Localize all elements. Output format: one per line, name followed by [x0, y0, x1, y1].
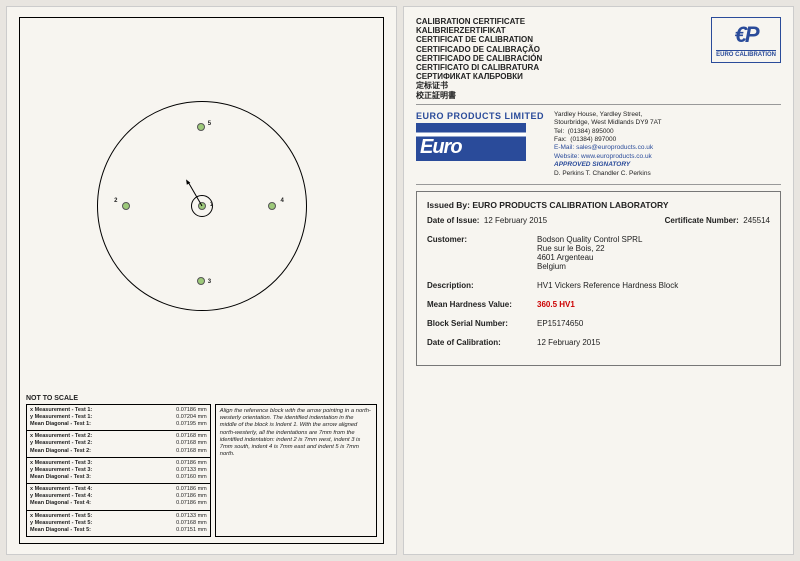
measurement-line: x Measurement - Test 3:0.07186 mm	[30, 460, 207, 467]
measurement-group: x Measurement - Test 5:0.07133 mmy Measu…	[27, 511, 210, 536]
measurement-line: y Measurement - Test 2:0.07168 mm	[30, 440, 207, 447]
bottom-row: x Measurement - Test 1:0.07186 mmy Measu…	[26, 404, 377, 537]
certificate-number: Certificate Number: 245514	[665, 216, 770, 225]
addr-web: Website: www.europroducts.co.uk	[554, 153, 661, 161]
left-frame: 1 2 3 4 5 NOT TO SCALE x Measurement - T…	[19, 17, 384, 544]
measurement-line: Mean Diagonal - Test 1:0.07195 mm	[30, 421, 207, 428]
instructions-box: Align the reference block with the arrow…	[215, 404, 377, 537]
indent-4-dot	[268, 202, 276, 210]
indent-5-dot	[197, 123, 205, 131]
reference-circle: 1 2 3 4 5	[97, 101, 307, 311]
company-left: EURO PRODUCTS LIMITED Euro	[416, 111, 544, 179]
cert-title-line: CALIBRATION CERTIFICATE	[416, 17, 542, 26]
diagram-area: 1 2 3 4 5	[26, 24, 377, 389]
measurement-line: Mean Diagonal - Test 5:0.07151 mm	[30, 527, 207, 534]
cert-title-line: KALIBRIERZERTIFIKAT	[416, 26, 542, 35]
serial-row: Block Serial Number: EP15174650	[427, 319, 770, 328]
indent-2-dot	[122, 202, 130, 210]
euro-calibration-badge: €P EURO CALIBRATION	[711, 17, 781, 63]
cert-title-line: 定标证书	[416, 81, 542, 90]
cert-title-line: CERTIFICADO DE CALIBRAÇÃO	[416, 45, 542, 54]
measurement-line: Mean Diagonal - Test 4:0.07186 mm	[30, 500, 207, 507]
measurement-line: x Measurement - Test 2:0.07168 mm	[30, 433, 207, 440]
addr-fax: Fax: (01384) 897000	[554, 136, 661, 144]
measurement-group: x Measurement - Test 3:0.07186 mmy Measu…	[27, 458, 210, 484]
measurement-line: y Measurement - Test 3:0.07133 mm	[30, 467, 207, 474]
header-row: CALIBRATION CERTIFICATEKALIBRIERZERTIFIK…	[416, 17, 781, 105]
address-block: Yardley House, Yardley Street, Stourbrid…	[554, 111, 661, 179]
left-page: 1 2 3 4 5 NOT TO SCALE x Measurement - T…	[6, 6, 397, 555]
measurement-group: x Measurement - Test 4:0.07186 mmy Measu…	[27, 484, 210, 510]
signatories: D. Perkins T. Chandler C. Perkins	[554, 170, 661, 178]
company-title: EURO PRODUCTS LIMITED	[416, 111, 544, 121]
measurement-line: Mean Diagonal - Test 2:0.07168 mm	[30, 448, 207, 455]
mean-hardness-row: Mean Hardness Value: 360.5 HV1	[427, 300, 770, 309]
indent-3-dot	[197, 277, 205, 285]
dot-label-2: 2	[114, 198, 117, 204]
cert-title-line: CERTIFICADO DE CALIBRACIÓN	[416, 54, 542, 63]
approved-signatory: APPROVED SIGNATORY	[554, 161, 661, 169]
date-of-issue: Date of Issue: 12 February 2015	[427, 216, 547, 225]
measurement-line: Mean Diagonal - Test 3:0.07160 mm	[30, 474, 207, 481]
euro-logo-text: Euro	[420, 136, 462, 159]
ep-badge-label: EURO CALIBRATION	[716, 50, 776, 58]
measurement-line: y Measurement - Test 5:0.07168 mm	[30, 520, 207, 527]
measurement-line: y Measurement - Test 1:0.07204 mm	[30, 414, 207, 421]
certificate-titles: CALIBRATION CERTIFICATEKALIBRIERZERTIFIK…	[416, 17, 542, 100]
measurement-group: x Measurement - Test 2:0.07168 mmy Measu…	[27, 431, 210, 457]
cert-title-line: 校正証明書	[416, 91, 542, 100]
measurement-line: x Measurement - Test 5:0.07133 mm	[30, 513, 207, 520]
measurements-table: x Measurement - Test 1:0.07186 mmy Measu…	[26, 404, 211, 537]
company-row: EURO PRODUCTS LIMITED Euro Yardley House…	[416, 111, 781, 186]
certificate-body: Issued By: EURO PRODUCTS CALIBRATION LAB…	[416, 191, 781, 366]
issued-by-row: Issued By: EURO PRODUCTS CALIBRATION LAB…	[427, 200, 770, 210]
calibration-date-row: Date of Calibration: 12 February 2015	[427, 338, 770, 347]
addr-email: E-Mail: sales@europroducts.co.uk	[554, 144, 661, 152]
dot-label-5: 5	[208, 121, 211, 127]
customer-value: Bodson Quality Control SPRL Rue sur le B…	[537, 235, 770, 271]
dot-label-3: 3	[208, 279, 211, 285]
dot-label-4: 4	[281, 198, 284, 204]
measurement-group: x Measurement - Test 1:0.07186 mmy Measu…	[27, 405, 210, 431]
cert-title-line: CERTIFICAT DE CALIBRATION	[416, 35, 542, 44]
measurement-line: y Measurement - Test 4:0.07186 mm	[30, 493, 207, 500]
euro-logo: Euro	[416, 123, 526, 161]
not-to-scale-label: NOT TO SCALE	[26, 395, 377, 402]
addr-line1: Yardley House, Yardley Street,	[554, 111, 661, 119]
cert-title-line: СЕРТИФИКАТ КАЛБРОВКИ	[416, 72, 542, 81]
top-meta: Date of Issue: 12 February 2015 Certific…	[427, 216, 770, 225]
addr-line2: Stourbridge, West Midlands DY9 7AT	[554, 119, 661, 127]
ep-symbol: €P	[716, 22, 776, 48]
addr-tel: Tel: (01384) 895000	[554, 128, 661, 136]
cert-title-line: CERTIFICATO DI CALIBRATURA	[416, 63, 542, 72]
measurement-line: x Measurement - Test 4:0.07186 mm	[30, 486, 207, 493]
dot-label-1: 1	[210, 202, 213, 208]
measurement-line: x Measurement - Test 1:0.07186 mm	[30, 407, 207, 414]
customer-row: Customer: Bodson Quality Control SPRL Ru…	[427, 235, 770, 271]
description-row: Description: HV1 Vickers Reference Hardn…	[427, 281, 770, 290]
right-page: CALIBRATION CERTIFICATEKALIBRIERZERTIFIK…	[403, 6, 794, 555]
